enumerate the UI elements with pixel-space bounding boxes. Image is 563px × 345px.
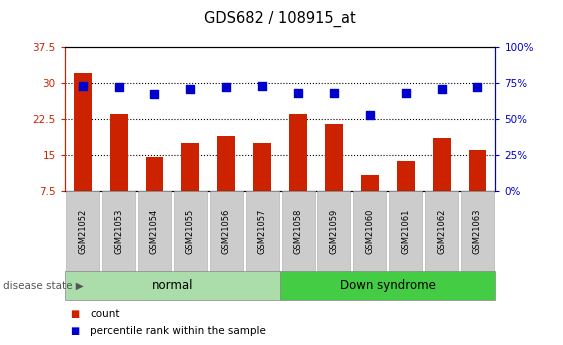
- Text: GSM21056: GSM21056: [222, 208, 231, 254]
- Bar: [432, 138, 450, 191]
- Bar: [325, 124, 343, 191]
- Text: GSM21057: GSM21057: [258, 208, 267, 254]
- Point: [293, 90, 302, 96]
- Text: ■: ■: [70, 326, 79, 336]
- Point: [365, 112, 374, 117]
- Point: [258, 83, 267, 88]
- Text: percentile rank within the sample: percentile rank within the sample: [90, 326, 266, 336]
- Text: GSM21061: GSM21061: [401, 208, 410, 254]
- Bar: [217, 136, 235, 191]
- Bar: [468, 150, 486, 191]
- Bar: [145, 157, 163, 191]
- Point: [150, 92, 159, 97]
- Point: [222, 85, 231, 90]
- Text: disease state ▶: disease state ▶: [3, 280, 83, 290]
- Bar: [361, 175, 379, 191]
- Bar: [74, 73, 92, 191]
- Text: ■: ■: [70, 309, 79, 319]
- Text: GSM21062: GSM21062: [437, 208, 446, 254]
- Text: GSM21053: GSM21053: [114, 208, 123, 254]
- Text: GSM21063: GSM21063: [473, 208, 482, 254]
- Text: Down syndrome: Down syndrome: [340, 279, 436, 292]
- Point: [437, 86, 446, 91]
- Bar: [253, 143, 271, 191]
- Text: GSM21058: GSM21058: [293, 208, 302, 254]
- Bar: [397, 161, 415, 191]
- Point: [473, 85, 482, 90]
- Text: normal: normal: [151, 279, 193, 292]
- Bar: [181, 143, 199, 191]
- Point: [78, 83, 87, 88]
- Bar: [110, 114, 128, 191]
- Text: GDS682 / 108915_at: GDS682 / 108915_at: [204, 11, 356, 27]
- Bar: [289, 114, 307, 191]
- Text: GSM21054: GSM21054: [150, 208, 159, 254]
- Text: count: count: [90, 309, 119, 319]
- Point: [114, 85, 123, 90]
- Text: GSM21055: GSM21055: [186, 208, 195, 254]
- Point: [186, 86, 195, 91]
- Point: [329, 90, 338, 96]
- Text: GSM21059: GSM21059: [329, 208, 338, 254]
- Point: [401, 90, 410, 96]
- Text: GSM21052: GSM21052: [78, 208, 87, 254]
- Text: GSM21060: GSM21060: [365, 208, 374, 254]
